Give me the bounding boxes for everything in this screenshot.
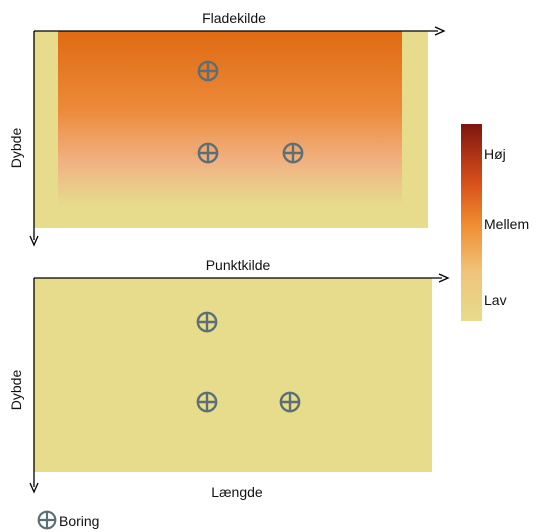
borehole-legend-icon bbox=[37, 510, 57, 530]
area-source-plume bbox=[58, 31, 402, 206]
top-y-arrow-icon bbox=[29, 235, 39, 247]
point-source-plume bbox=[36, 280, 390, 472]
top-panel: Fladekilde Dybde bbox=[8, 10, 446, 247]
concentration-legend: Høj Mellem Lav bbox=[461, 124, 529, 321]
legend-low-label: Lav bbox=[484, 292, 507, 308]
top-panel-title: Fladekilde bbox=[202, 10, 266, 26]
top-x-arrow-icon bbox=[434, 26, 446, 36]
top-y-axis-label: Dybde bbox=[8, 128, 24, 169]
borehole-icon bbox=[197, 60, 219, 82]
legend-color-bar bbox=[461, 124, 482, 321]
bottom-panel: Punktkilde Dybde Længde bbox=[8, 257, 450, 500]
borehole-icon bbox=[196, 311, 218, 333]
bottom-x-axis-label: Længde bbox=[211, 484, 263, 500]
legend-medium-label: Mellem bbox=[484, 216, 529, 232]
bottom-y-arrow-icon bbox=[29, 482, 39, 494]
legend-high-label: Høj bbox=[484, 146, 506, 162]
borehole-icon bbox=[197, 142, 219, 164]
borehole-legend-label: Boring bbox=[59, 513, 99, 529]
borehole-legend: Boring bbox=[37, 510, 99, 530]
bottom-y-axis-label: Dybde bbox=[8, 370, 24, 411]
borehole-icon bbox=[196, 391, 218, 413]
borehole-icon bbox=[279, 391, 301, 413]
bottom-panel-title: Punktkilde bbox=[206, 257, 271, 273]
bottom-x-arrow-icon bbox=[438, 273, 450, 283]
borehole-icon bbox=[282, 142, 304, 164]
